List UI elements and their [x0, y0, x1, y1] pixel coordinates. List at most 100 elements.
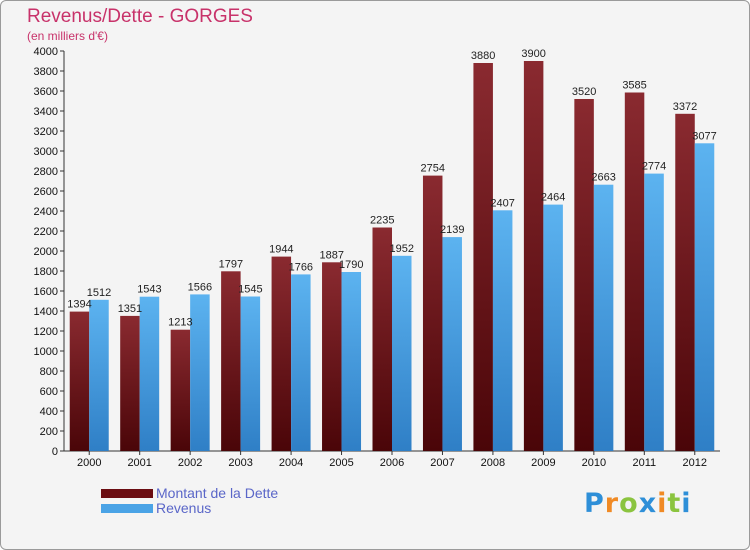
bar-dette [69, 311, 90, 451]
data-label-revenus: 1543 [137, 284, 161, 296]
logo-letter: P [584, 488, 605, 519]
data-label-revenus: 2139 [440, 224, 464, 236]
chart-subtitle: (en milliers d'€) [27, 29, 108, 43]
bar-dette [624, 92, 645, 451]
bar-revenus [593, 184, 614, 451]
data-label-dette: 3900 [521, 48, 545, 60]
y-tick-label: 0 [52, 446, 58, 458]
bar-revenus [492, 210, 513, 451]
bar-dette [221, 271, 241, 451]
y-tick-label: 2400 [34, 206, 58, 218]
x-tick-label: 2004 [279, 457, 303, 469]
logo-letter: r [604, 488, 620, 519]
x-tick-label: 2012 [683, 457, 707, 469]
x-tick-label: 2009 [531, 457, 555, 469]
data-label-revenus: 1512 [87, 287, 111, 299]
bar-revenus [543, 204, 563, 451]
y-tick-label: 1600 [34, 286, 58, 298]
data-label-revenus: 3077 [692, 130, 716, 142]
legend-swatch-dette [101, 489, 153, 498]
bar-dette [271, 256, 292, 451]
y-tick-label: 3000 [34, 146, 58, 158]
y-tick-label: 400 [40, 406, 58, 418]
x-tick-label: 2008 [481, 457, 505, 469]
y-tick-label: 2200 [34, 226, 58, 238]
legend-label-dette: Montant de la Dette [156, 485, 279, 501]
y-tick-label: 3600 [34, 86, 58, 98]
legend-label-revenus: Revenus [156, 500, 212, 516]
y-tick-label: 600 [40, 386, 58, 398]
data-label-dette: 2235 [370, 215, 394, 227]
x-tick-label: 2003 [228, 457, 252, 469]
bar-revenus [341, 272, 362, 451]
chart-bars [69, 61, 715, 452]
x-tick-label: 2010 [582, 457, 606, 469]
bar-revenus [644, 173, 664, 451]
y-tick-label: 2000 [34, 246, 58, 258]
logo-letter: x [638, 488, 658, 519]
data-label-dette: 2754 [420, 163, 444, 175]
logo-letter: t [667, 488, 682, 519]
y-tick-label: 1800 [34, 266, 58, 278]
bar-revenus [442, 237, 462, 451]
y-tick-label: 2800 [34, 166, 58, 178]
bar-revenus [291, 274, 311, 451]
bar-dette [473, 63, 493, 451]
chart-title: Revenus/Dette - GORGES [27, 6, 253, 27]
bar-dette [675, 113, 695, 452]
x-tick-label: 2007 [430, 457, 454, 469]
bar-revenus [139, 296, 160, 451]
y-tick-label: 800 [40, 366, 58, 378]
y-tick-label: 4000 [34, 46, 58, 58]
x-tick-label: 2002 [178, 457, 202, 469]
data-label-revenus: 1790 [339, 259, 363, 271]
data-label-dette: 1351 [118, 303, 142, 315]
data-label-dette: 1797 [219, 258, 243, 270]
data-label-dette: 1944 [269, 244, 293, 256]
bar-dette [120, 315, 140, 451]
y-tick-label: 2600 [34, 186, 58, 198]
bar-dette [372, 227, 392, 451]
legend-swatch-revenus [101, 504, 153, 513]
data-label-revenus: 1766 [289, 261, 313, 273]
x-axis-ticks: 2000 2001 2002 2003 2004 2005 2006 2007 2008 2009… [77, 451, 707, 469]
x-tick-label: 2011 [632, 457, 656, 469]
bar-revenus [694, 143, 715, 452]
logo-letter: o [619, 488, 639, 519]
bar-dette [170, 329, 191, 451]
bar-dette [574, 99, 594, 451]
data-label-revenus: 2663 [591, 172, 615, 184]
bar-revenus [190, 294, 210, 451]
bar-revenus [392, 255, 412, 451]
y-tick-label: 1400 [34, 306, 58, 318]
data-label-revenus: 2774 [642, 161, 666, 173]
data-label-dette: 1394 [67, 299, 91, 311]
logo-letter: i [657, 488, 668, 519]
data-label-revenus: 1952 [390, 243, 414, 255]
x-tick-label: 2000 [77, 457, 101, 469]
data-label-revenus: 1566 [188, 281, 212, 293]
bar-dette [422, 175, 443, 451]
data-label-revenus: 2407 [490, 197, 514, 209]
logo-letter: i [681, 488, 692, 519]
data-label-revenus: 1545 [238, 284, 262, 296]
data-label-revenus: 2464 [541, 192, 565, 204]
data-label-dette: 3520 [572, 86, 596, 98]
data-label-dette: 1213 [168, 317, 192, 329]
data-label-dette: 3880 [471, 50, 495, 62]
bar-revenus [240, 296, 261, 451]
y-tick-label: 3200 [34, 126, 58, 138]
y-tick-label: 1200 [34, 326, 58, 338]
bar-revenus [89, 299, 109, 451]
bar-dette [322, 262, 342, 451]
y-tick-label: 1000 [34, 346, 58, 358]
data-label-dette: 3372 [673, 101, 697, 113]
x-tick-label: 2006 [380, 457, 404, 469]
data-label-dette: 3585 [622, 80, 646, 92]
y-tick-label: 3800 [34, 66, 58, 78]
data-label-dette: 1887 [320, 249, 344, 261]
proxiti-logo: Proxiti [584, 488, 692, 519]
